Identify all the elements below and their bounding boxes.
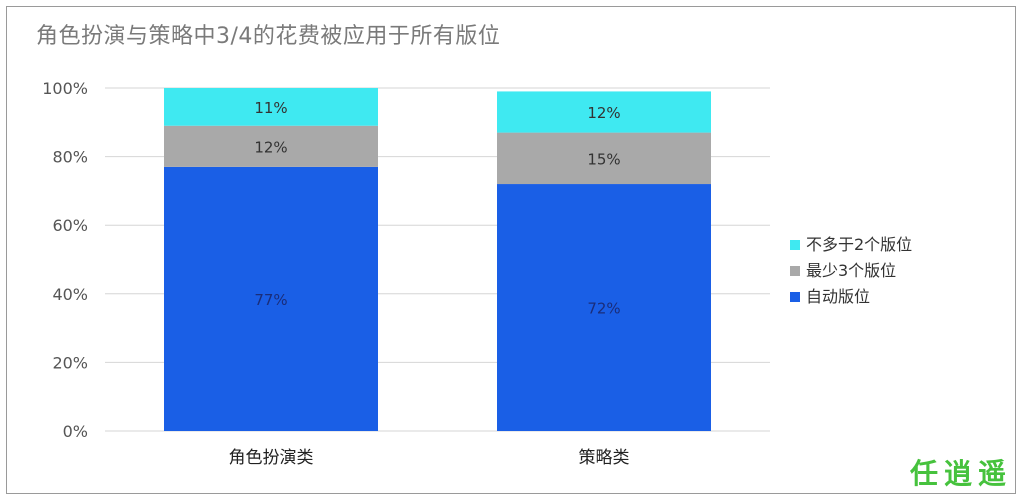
data-label: 77%	[254, 291, 287, 309]
watermark: 任逍遥	[909, 457, 1012, 490]
bar-segment	[497, 91, 711, 133]
bar-segment	[164, 88, 378, 126]
legend-swatch	[790, 266, 800, 276]
data-label: 11%	[254, 99, 287, 117]
legend-label: 不多于2个版位	[806, 235, 912, 254]
y-tick-label: 60%	[52, 216, 88, 235]
bar-segment	[497, 132, 711, 185]
bar-segment	[497, 184, 711, 431]
x-tick-label: 角色扮演类	[229, 448, 314, 468]
data-label: 15%	[587, 150, 620, 168]
legend-label: 自动版位	[806, 287, 870, 306]
x-tick-label: 策略类	[579, 448, 630, 468]
bar-segment	[164, 166, 378, 431]
y-tick-label: 0%	[63, 422, 88, 441]
data-label: 12%	[254, 138, 287, 156]
legend-label: 最少3个版位	[806, 261, 896, 280]
bar-segment	[164, 125, 378, 167]
y-tick-label: 20%	[52, 353, 88, 372]
legend-swatch	[790, 240, 800, 250]
data-label: 72%	[587, 300, 620, 318]
y-tick-label: 100%	[42, 79, 88, 98]
legend-swatch	[790, 292, 800, 302]
data-label: 12%	[587, 104, 620, 122]
chart-title: 角色扮演与策略中3/4的花费被应用于所有版位	[36, 24, 501, 49]
y-tick-label: 80%	[52, 148, 88, 167]
y-tick-label: 40%	[52, 285, 88, 304]
